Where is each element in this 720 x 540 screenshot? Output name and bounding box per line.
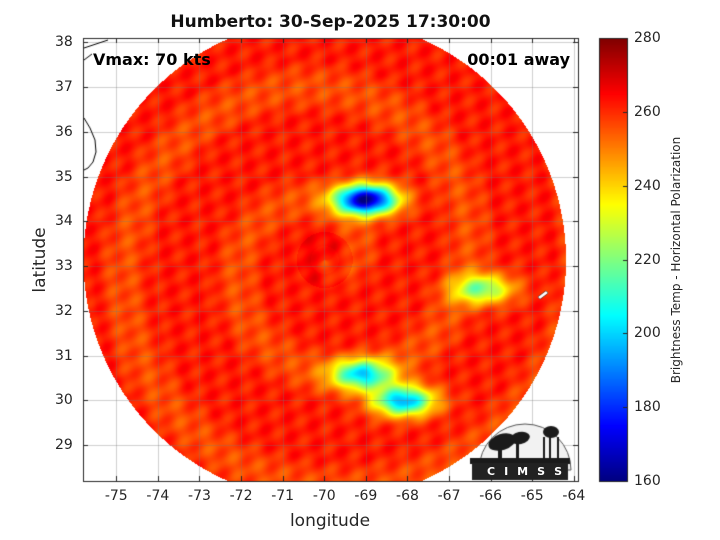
x-tick-label: -74 [146,488,170,504]
colorbar-tick-label: 180 [634,399,661,416]
x-tick-label: -69 [354,488,378,504]
y-tick-label: 37 [55,79,73,96]
y-tick-label: 34 [55,213,73,230]
y-tick-label: 36 [55,123,73,140]
y-tick-label: 30 [55,392,73,409]
colorbar-tick-label: 220 [634,251,661,268]
x-tick-label: -71 [271,488,295,504]
y-axis-label: latitude [30,227,50,293]
logo-letter: S [537,465,547,478]
y-tick-label: 29 [55,437,73,454]
colorbar-tick-label: 200 [634,325,661,342]
x-axis-label: longitude [289,511,371,531]
y-tick-label: 33 [55,258,73,275]
colorbar-tick-label: 160 [634,473,661,489]
colorbar-tick-label: 280 [634,30,661,46]
y-tick-label: 31 [55,347,73,364]
y-tick-label: 38 [55,34,73,51]
time-away-label: 00:01 away [467,50,570,69]
y-tick-label: 32 [55,302,73,319]
x-tick-label: -73 [188,488,211,504]
x-tick-label: -70 [312,488,336,504]
x-tick-label: -72 [229,488,253,504]
chart-title: Humberto: 30-Sep-2025 17:30:00 [170,12,491,32]
x-tick-label: -66 [479,488,503,504]
x-tick-label: -65 [520,488,544,504]
y-tick-label: 35 [55,168,73,185]
colorbar-label: Brightness Temp - Horizontal Polarizatio… [669,136,683,384]
logo-letter: I [504,465,510,478]
colorbar-tick-label: 260 [634,103,661,120]
logo-letter: S [554,465,563,478]
logo-letter: M [517,465,530,478]
logo-letter: C [487,465,497,478]
x-tick-label: -75 [104,488,128,504]
vmax-label: Vmax: 70 kts [93,50,211,69]
x-tick-label: -64 [562,488,586,504]
x-tick-label: -68 [396,488,419,504]
colorbar-tick-label: 240 [634,177,661,194]
x-tick-label: -67 [437,488,461,504]
